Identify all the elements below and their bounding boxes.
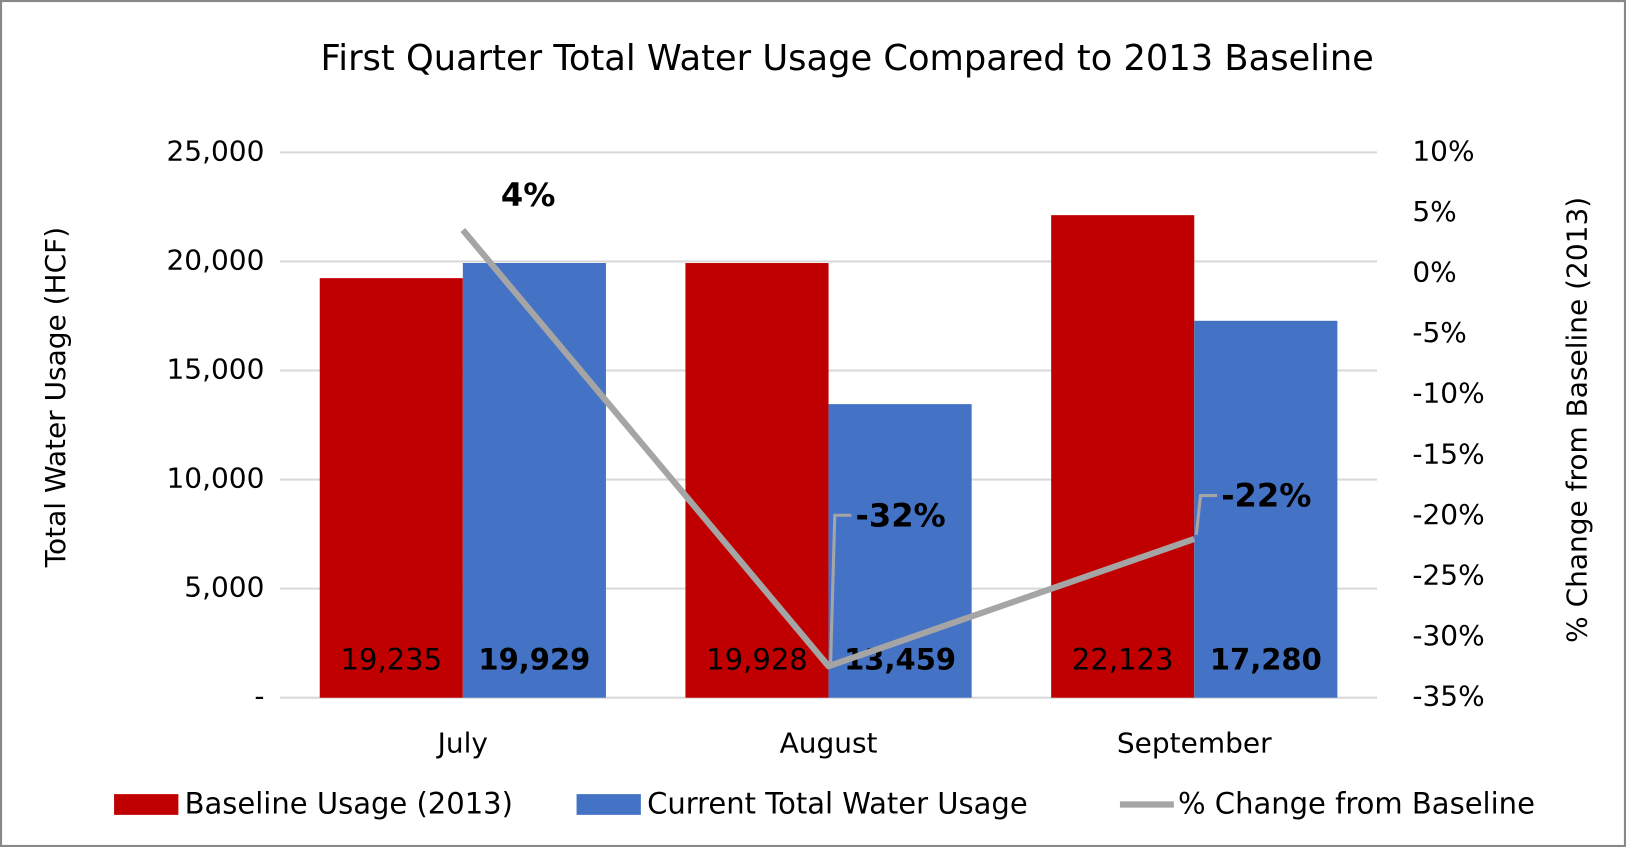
bar-value-label: 22,123 — [1072, 642, 1174, 676]
y-tick-label: 25,000 — [166, 134, 264, 167]
leader-line — [1194, 493, 1218, 535]
legend-label: Current Total Water Usage — [647, 787, 1028, 821]
line-series — [460, 227, 1196, 670]
legend-swatch — [576, 794, 641, 815]
y2-tick-label: -25% — [1412, 559, 1484, 592]
leader-line — [829, 513, 852, 663]
x-tick-label: July — [436, 726, 488, 759]
x-tick-label: September — [1117, 726, 1272, 759]
legend-label: Baseline Usage (2013) — [185, 787, 513, 821]
y2-tick-label: 0% — [1412, 256, 1456, 289]
bar-value-label: 19,235 — [341, 642, 443, 676]
y-tick-label: 5,000 — [184, 571, 264, 604]
bar-value-label: 19,928 — [706, 642, 808, 676]
legend-swatch — [114, 794, 179, 815]
y2-tick-label: 10% — [1412, 134, 1474, 167]
line-value-label: -22% — [1221, 477, 1311, 515]
bar — [462, 263, 606, 698]
bar-value-label: 17,280 — [1210, 642, 1322, 676]
legend-label: % Change from Baseline — [1178, 787, 1535, 821]
bar — [319, 278, 463, 698]
y-tick-label: - — [254, 680, 264, 713]
y2-tick-label: -15% — [1412, 437, 1484, 470]
bar — [1194, 320, 1338, 698]
y2-tick-label: -10% — [1412, 377, 1484, 410]
y-tick-label: 20,000 — [166, 243, 264, 276]
y2-tick-label: 5% — [1412, 195, 1456, 228]
y2-tick-label: -5% — [1412, 316, 1467, 349]
y-tick-label: 10,000 — [166, 462, 264, 495]
chart-title: First Quarter Total Water Usage Compared… — [321, 38, 1374, 79]
line-value-label: -32% — [856, 496, 946, 534]
x-tick-label: August — [780, 726, 878, 759]
y2-axis-title: % Change from Baseline (2013) — [1560, 197, 1593, 643]
y2-tick-label: -35% — [1412, 680, 1484, 713]
bar — [685, 263, 829, 698]
y2-tick-label: -30% — [1412, 619, 1484, 652]
y-tick-label: 15,000 — [166, 353, 264, 386]
y2-tick-label: -20% — [1412, 498, 1484, 531]
y-axis-title: Total Water Usage (HCF) — [39, 227, 72, 568]
bar — [828, 404, 972, 698]
bar — [1051, 215, 1195, 698]
bar-value-label: 19,929 — [478, 642, 590, 676]
bar-value-label: 13,459 — [844, 642, 956, 676]
line-value-label: 4% — [501, 176, 556, 214]
